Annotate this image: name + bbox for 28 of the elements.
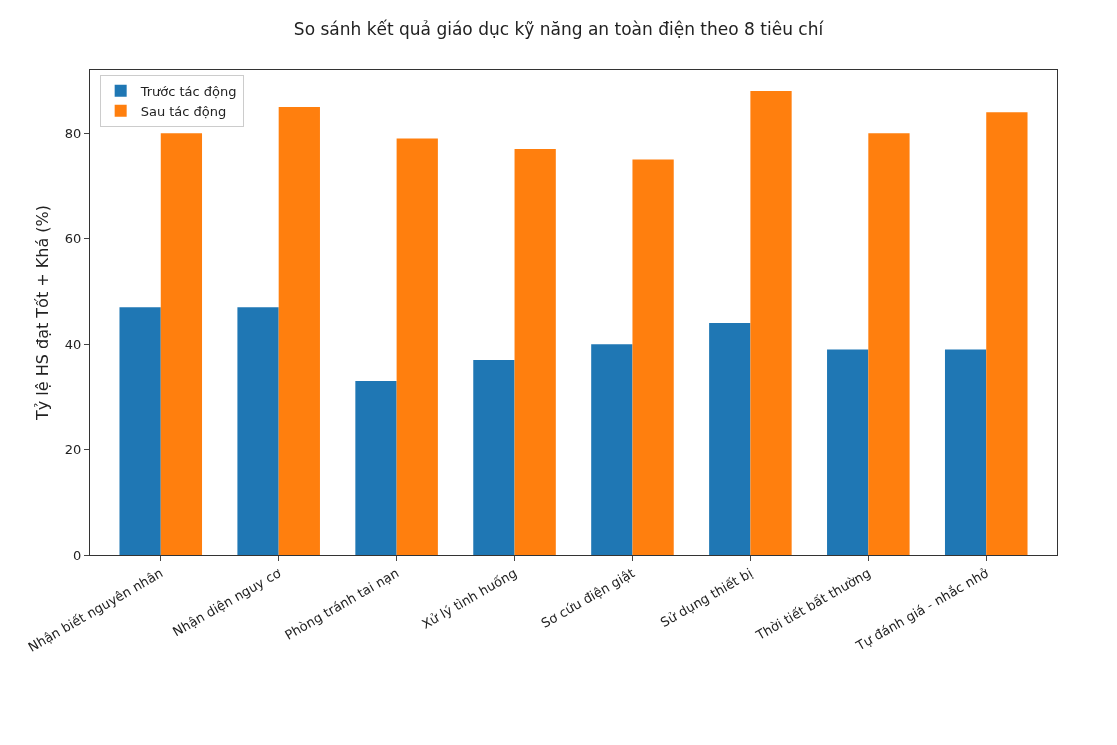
y-tick-label: 0 bbox=[73, 547, 82, 563]
bar bbox=[160, 133, 203, 555]
y-axis-title: Tỷ lệ HS đạt Tốt + Khá (%) bbox=[33, 205, 52, 421]
y-tick-label: 40 bbox=[64, 336, 82, 352]
chart-title: So sánh kết quả giáo dục kỹ năng an toàn điện theo 8 tiêu chí bbox=[293, 19, 825, 39]
y-tick-label: 60 bbox=[64, 231, 82, 247]
bar bbox=[709, 323, 751, 555]
bar bbox=[750, 91, 792, 555]
bar bbox=[632, 159, 674, 555]
bar bbox=[868, 133, 910, 555]
bar bbox=[514, 149, 556, 555]
x-tick-label: Sử dụng thiết bị bbox=[657, 565, 756, 631]
x-tick-label: Nhận diện nguy cơ bbox=[170, 565, 284, 640]
bar bbox=[355, 381, 397, 555]
bar bbox=[944, 349, 987, 555]
legend-label: Trước tác động bbox=[139, 83, 237, 99]
x-tick-label: Sơ cứu điện giật bbox=[538, 565, 638, 631]
bar bbox=[473, 359, 515, 555]
y-tick-label: 20 bbox=[64, 442, 82, 458]
y-tick-label: 80 bbox=[64, 125, 82, 141]
legend-label: Sau tác động bbox=[140, 103, 227, 119]
bar bbox=[278, 106, 320, 555]
bar bbox=[396, 138, 438, 555]
bar bbox=[119, 307, 161, 555]
bar bbox=[827, 349, 869, 555]
bar bbox=[986, 112, 1028, 555]
bar bbox=[591, 344, 633, 555]
bar bbox=[237, 307, 279, 555]
